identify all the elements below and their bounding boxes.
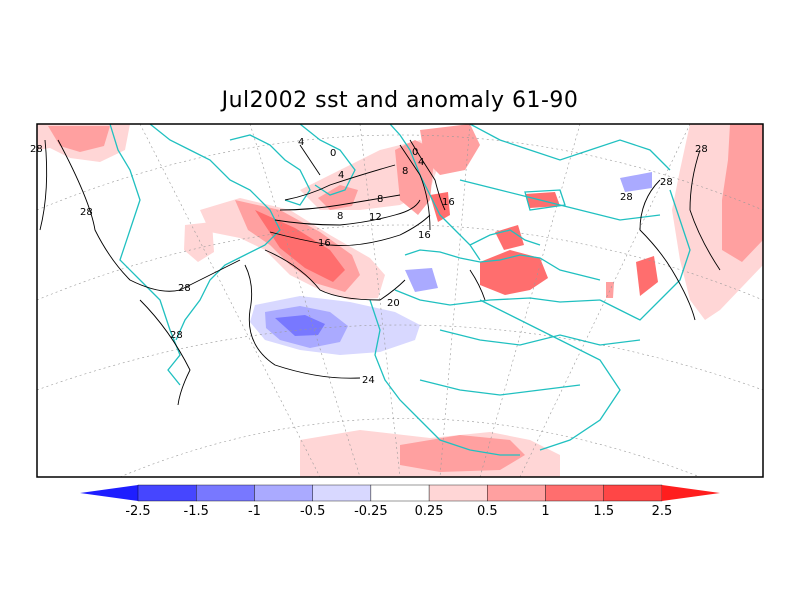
anomaly-gulf-stream-peak: [255, 210, 345, 282]
coast-hudson: [229, 134, 311, 206]
colorbar: -2.5 -1.5 -1 -0.5 -0.25 0.25 0.5 1 1.5 2.5: [80, 484, 720, 519]
coast-north-africa: [394, 289, 601, 306]
contour-label: 16: [442, 197, 455, 208]
contour-16: [269, 214, 431, 246]
contour-label: 0: [412, 147, 418, 158]
colorbar-label: 1.5: [593, 504, 614, 519]
sst-contours: [39, 139, 721, 406]
contour-28-east: [639, 179, 696, 321]
colorbar-arrow-low: [80, 485, 138, 501]
contour-label: 8: [402, 166, 408, 177]
coast-north-america-east: [149, 124, 281, 341]
colorbar-label: -0.25: [354, 504, 388, 519]
coast-scandinavia: [389, 124, 481, 261]
contour-label: 4: [418, 157, 424, 168]
colorbar-bin: [428, 484, 488, 502]
contour-label: 8: [337, 211, 343, 222]
coast-caspian: [524, 189, 566, 211]
anomaly-adriatic: [495, 225, 524, 250]
contour-label: 24: [362, 375, 375, 386]
coast-north-america-west: [109, 124, 181, 386]
contour-med: [469, 269, 486, 301]
contour-label: 28: [620, 192, 633, 203]
contour-label: 4: [338, 170, 344, 181]
contour-label: 0: [330, 148, 336, 159]
coast-adriatic: [469, 229, 541, 246]
contour-0: [299, 144, 321, 176]
colorbar-label: 1: [541, 504, 549, 519]
contour-28-east-b: [689, 149, 721, 271]
borders-africa: [439, 329, 641, 346]
contour-norway: [399, 144, 431, 231]
borders-africa-mid: [419, 379, 581, 396]
colorbar-bin: [312, 484, 372, 502]
anomaly-japan-sea: [620, 172, 652, 192]
coast-africa-east: [479, 299, 621, 451]
anomaly-south-core: [400, 435, 525, 472]
coast-europe-south: [404, 249, 601, 281]
anomaly-red-sea: [606, 282, 614, 298]
coast-greenland: [299, 124, 356, 196]
contour-label: 28: [178, 283, 191, 294]
colorbar-label: -2.5: [125, 504, 150, 519]
anomaly-shading: [37, 124, 763, 477]
contour-28-west: [39, 139, 48, 231]
anomaly-med-west-cold: [405, 268, 438, 292]
contour-norway-b: [409, 139, 446, 211]
contour-label: 16: [318, 238, 331, 249]
colorbar-label: -1.5: [184, 504, 209, 519]
graticule: [37, 124, 763, 478]
contour-label: 28: [660, 177, 673, 188]
colorbar-bin: [196, 484, 255, 502]
contour-20: [264, 249, 406, 301]
coastlines: [109, 124, 691, 456]
anomaly-cold-atlantic-peak: [275, 315, 325, 336]
borders-eurasia: [459, 179, 661, 221]
anomaly-pacific-east-core: [722, 124, 763, 262]
colorbar-arrow-high: [662, 485, 720, 501]
colorbar-label: -1: [248, 504, 261, 519]
anomaly-north-sea: [430, 192, 450, 222]
contour-label: 12: [369, 212, 382, 223]
contour-28-b: [139, 299, 191, 406]
contour-4: [284, 164, 396, 201]
colorbar-bin: [487, 484, 546, 502]
anomaly-pacific-nw-core: [48, 126, 110, 152]
coast-africa-west: [369, 299, 520, 456]
contour-24: [244, 264, 361, 379]
contour-labels: 28 28 28 28 28 24 20 16 16 16 12 8 8 8 4…: [30, 137, 708, 386]
colorbar-label: 0.25: [415, 504, 444, 519]
map-title: Jul2002 sst and anomaly 61-90: [221, 88, 579, 113]
colorbar-label: 2.5: [652, 504, 673, 519]
anomaly-caribbean: [184, 222, 214, 262]
contour-28-a: [57, 139, 241, 292]
contour-label: 16: [418, 230, 431, 241]
anomaly-barents: [420, 124, 480, 175]
coast-asia-north: [469, 124, 671, 171]
contour-12: [274, 199, 421, 226]
colorbar-label: 0.5: [477, 504, 498, 519]
contour-label: 28: [80, 207, 93, 218]
contour-8: [279, 194, 401, 211]
colorbar-bin: [545, 484, 604, 502]
colorbar-bin: [254, 484, 313, 502]
colorbar-label: -0.5: [300, 504, 325, 519]
anomaly-gulf: [636, 256, 658, 296]
contour-label: 28: [170, 330, 183, 341]
contour-label: 8: [377, 194, 383, 205]
colorbar-bin: [603, 484, 663, 502]
map-frame: [36, 123, 764, 478]
contour-label: 28: [695, 144, 708, 155]
colorbar-bin: [137, 484, 197, 502]
anomaly-med-east: [480, 250, 548, 295]
coast-asia-south: [599, 189, 691, 321]
colorbar-bin: [370, 484, 430, 502]
contour-label: 20: [387, 298, 400, 309]
contour-label: 4: [298, 137, 304, 148]
